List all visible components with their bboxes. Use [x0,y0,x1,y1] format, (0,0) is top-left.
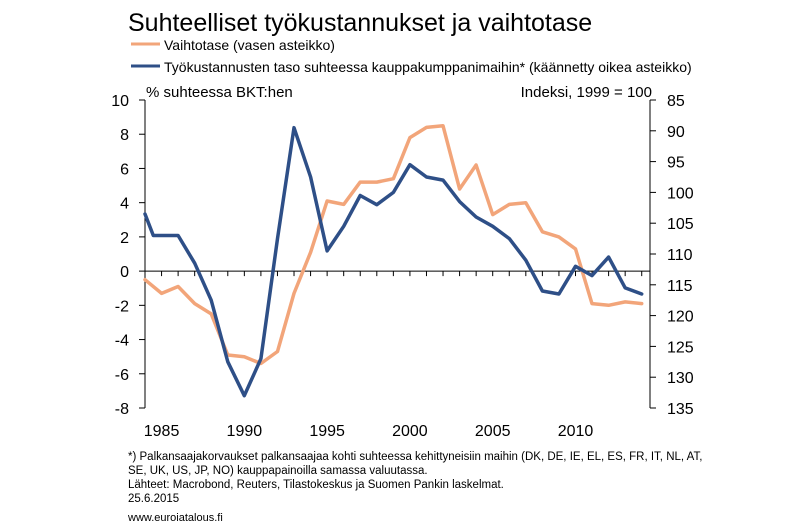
right-tick-label: 110 [667,247,693,264]
left-tick-label: 4 [120,196,129,213]
right-tick-label: 130 [667,370,694,387]
left-tick-label: 6 [120,161,129,178]
x-tick-label: 1985 [144,423,180,440]
left-tick-label: 2 [120,230,129,247]
right-tick-label: 95 [667,155,685,172]
legend-label-current-account: Vaihtotase (vasen asteikko) [164,37,335,53]
right-tick-label: 105 [667,216,694,233]
right-tick-label: 120 [667,309,694,326]
chart-title: Suhteelliset työkustannukset ja vaihtota… [128,9,592,37]
left-tick-label: 8 [120,127,129,144]
chart: Suhteelliset työkustannukset ja vaihtota… [111,9,694,440]
right-axis-label: Indeksi, 1999 = 100 [521,84,652,101]
right-tick-label: 135 [667,401,694,418]
right-tick-label: 100 [667,185,694,202]
legend-label-labour-costs: Työkustannusten taso suhteessa kauppakum… [164,59,692,75]
left-tick-label: -8 [115,401,129,418]
left-tick-label: 0 [120,264,129,281]
x-tick-label: 2000 [392,423,428,440]
left-tick-label: -6 [115,367,129,384]
right-tick-label: 90 [667,124,685,141]
x-tick-label: 2010 [558,423,594,440]
left-tick-label: 10 [111,93,129,110]
x-tick-label: 2005 [475,423,511,440]
right-tick-label: 115 [667,278,693,295]
left-tick-label: -2 [115,298,129,315]
right-tick-label: 85 [667,93,685,110]
left-tick-label: -4 [115,333,129,350]
labour-cost-line [143,125,644,398]
x-tick-label: 1990 [227,423,263,440]
footnote-sources: Lähteet: Macrobond, Reuters, Tilastokesk… [128,479,504,491]
plot-lines [143,123,644,398]
footnote-definition-line1: *) Palkansaajakorvaukset palkansaajaa ko… [128,451,703,463]
footnote-date: 25.6.2015 [128,493,180,505]
x-tick-label: 1995 [309,423,345,440]
website-url: www.euroiatalous.fi [128,512,223,524]
footnote-definition-line2: SE, UK, US, JP, NO) kauppapainoilla sama… [128,465,428,477]
right-tick-label: 125 [667,339,694,356]
current-account-line [143,123,644,366]
left-axis-label: % suhteessa BKT:hen [146,84,293,101]
axes: 10 8 6 4 2 0 -2 -4 -6 -8 85 90 95 100 105 110 115 120 125 1… [111,93,694,440]
